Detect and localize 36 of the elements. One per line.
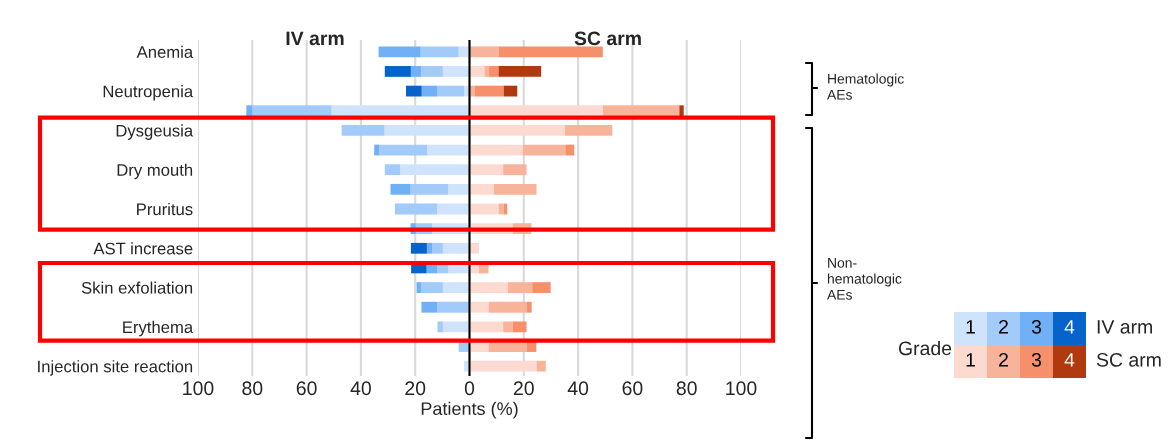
- x-tick-label: 100: [183, 381, 214, 396]
- x-tick-label: 60: [622, 381, 643, 396]
- x-tick-label: 40: [350, 381, 371, 396]
- x-tick-label: 0: [464, 381, 475, 396]
- annotation: IV arm: [286, 31, 344, 46]
- text: 3: [1031, 319, 1042, 334]
- x-tick-label: 80: [242, 381, 263, 396]
- legend-title: Grade: [898, 340, 952, 356]
- y-tick-label: Anemia: [136, 45, 194, 58]
- y-tick-label: AST increase: [93, 242, 193, 255]
- x-tick-label: 60: [296, 381, 317, 396]
- text: 1: [966, 320, 975, 334]
- text: Non- hematologic AEs: [827, 258, 902, 300]
- legend-label: 1: [966, 353, 975, 367]
- y-tick-label: Dysgeusia: [116, 124, 194, 140]
- text: IV arm: [1097, 320, 1152, 334]
- x-tick-label: 20: [405, 381, 426, 396]
- x-tick-label: 100: [726, 381, 757, 396]
- y-tick-label: Injection site reaction: [38, 360, 193, 376]
- legend-label: 3: [1031, 352, 1042, 367]
- x-tick-label: 80: [676, 381, 697, 396]
- x-tick-label: 20: [513, 381, 534, 396]
- legend-label: 2: [999, 352, 1008, 367]
- y-tick-label: Erythema: [123, 320, 194, 337]
- y-tick-label: Neutropenia: [103, 85, 194, 101]
- text: 4: [1064, 320, 1075, 334]
- legend-label: 4: [1064, 353, 1075, 367]
- annotation: SC arm: [574, 31, 641, 46]
- text: 2: [999, 319, 1008, 334]
- text: Hematologic AEs: [827, 73, 904, 100]
- y-tick-label: Dry mouth: [117, 163, 193, 180]
- y-tick-label: Skin exfoliation: [81, 281, 193, 294]
- x-axis-title: Patients (%): [421, 401, 518, 419]
- x-tick-label: 40: [567, 381, 589, 396]
- y-tick-label: Pruritus: [137, 202, 193, 216]
- text: SC arm: [1096, 352, 1161, 367]
